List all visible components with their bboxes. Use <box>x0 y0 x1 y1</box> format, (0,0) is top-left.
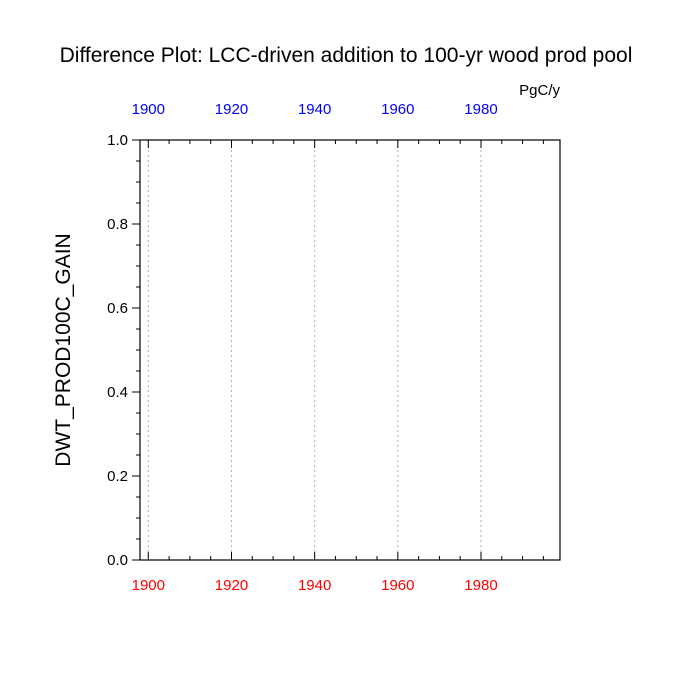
x-tick-label-bottom: 1960 <box>381 577 414 594</box>
axis-ticks <box>132 139 544 561</box>
x-tick-label-bottom: 1940 <box>298 577 331 594</box>
plot-frame <box>139 139 561 561</box>
chart-title: Difference Plot: LCC-driven addition to … <box>60 44 633 67</box>
x-tick-label-bottom: 1920 <box>215 577 248 594</box>
units-label: PgC/y <box>519 82 560 99</box>
y-tick-label: 0.8 <box>107 216 128 233</box>
y-tick-label: 0.0 <box>107 552 128 569</box>
y-tick-label: 0.4 <box>107 384 128 401</box>
grid-lines <box>147 140 482 560</box>
x-tick-label-bottom: 1900 <box>132 577 165 594</box>
x-tick-label-top: 1980 <box>464 101 497 118</box>
x-tick-label-top: 1940 <box>298 101 331 118</box>
tick-labels: 1900 1900 1920 1920 1940 1940 1960 1960 1980 1980… <box>107 101 498 594</box>
y-axis-label: DWT_PROD100C_GAIN <box>52 233 75 466</box>
y-tick-label: 1.0 <box>107 132 128 149</box>
y-tick-label: 0.6 <box>107 300 128 317</box>
x-tick-label-bottom: 1980 <box>464 577 497 594</box>
x-tick-label-top: 1900 <box>132 101 165 118</box>
x-tick-label-top: 1960 <box>381 101 414 118</box>
x-tick-label-top: 1920 <box>215 101 248 118</box>
y-tick-label: 0.2 <box>107 468 128 485</box>
